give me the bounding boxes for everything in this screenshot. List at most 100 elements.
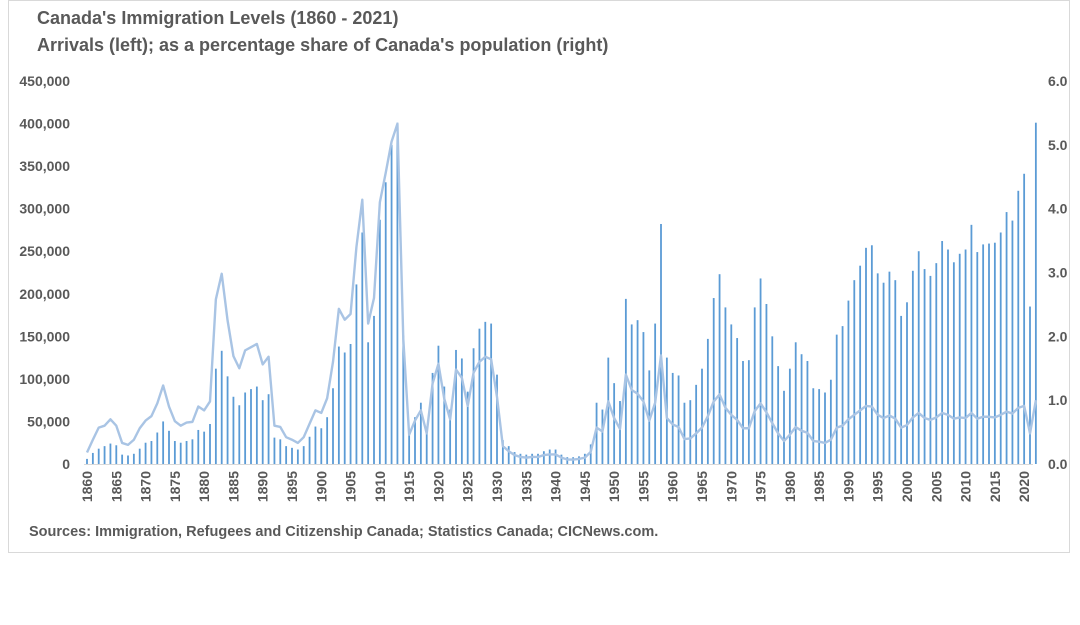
arrival-bar bbox=[121, 454, 124, 464]
x-axis: 1860 1865 1870 1875 1880 1885 1890 1895 1900 1905… bbox=[79, 471, 1032, 502]
arrival-bar bbox=[384, 182, 387, 464]
arrival-bar bbox=[788, 368, 791, 464]
arrival-bar bbox=[250, 389, 252, 464]
x-tick-label: 1925 bbox=[460, 471, 476, 502]
arrival-bar bbox=[829, 379, 832, 464]
arrival-bar bbox=[542, 451, 545, 464]
arrival-bar bbox=[466, 391, 469, 464]
y-left-axis: 0 50,000 100,000 150,000 200,000 250,000 300,0… bbox=[19, 73, 70, 472]
arrival-bar bbox=[812, 388, 815, 464]
arrival-bar bbox=[320, 428, 323, 464]
arrival-bar bbox=[255, 386, 258, 464]
y-right-tick-label: 5.0 bbox=[1048, 137, 1068, 153]
x-tick-label: 1995 bbox=[870, 471, 886, 502]
x-tick-label: 1955 bbox=[635, 471, 651, 502]
y-right-tick-label: 1.0 bbox=[1048, 392, 1068, 408]
arrival-bar bbox=[337, 346, 340, 464]
arrival-bar bbox=[396, 122, 399, 464]
arrival-bar bbox=[214, 368, 217, 464]
arrival-bar bbox=[343, 352, 346, 464]
arrival-bar bbox=[244, 392, 247, 464]
arrival-bar bbox=[86, 458, 88, 464]
arrival-bar bbox=[443, 386, 446, 464]
arrival-bar bbox=[531, 453, 534, 464]
arrival-bar bbox=[460, 358, 463, 464]
arrival-bar bbox=[425, 429, 428, 464]
arrival-bar bbox=[859, 265, 862, 464]
x-tick-label: 1940 bbox=[548, 471, 564, 502]
arrival-bar bbox=[695, 384, 698, 464]
arrival-bar bbox=[683, 402, 686, 464]
x-tick-label: 1975 bbox=[753, 471, 769, 502]
chart-frame: Canada's Immigration Levels (1860 - 2021… bbox=[8, 0, 1070, 553]
arrival-bar bbox=[496, 374, 498, 464]
arrival-bar bbox=[917, 251, 920, 464]
y-right-axis: 0.0 1.0 2.0 3.0 4.0 5.0 6.0 bbox=[1048, 73, 1068, 472]
arrival-bar bbox=[191, 439, 194, 464]
chart-title: Canada's Immigration Levels (1860 - 2021… bbox=[37, 8, 399, 28]
arrival-bar bbox=[472, 348, 475, 464]
arrival-bar bbox=[115, 445, 118, 464]
arrival-bar bbox=[431, 372, 434, 464]
arrival-bar bbox=[355, 284, 358, 464]
chart-source-note: Sources: Immigration, Refugees and Citiz… bbox=[29, 524, 659, 540]
arrival-bar bbox=[911, 270, 914, 464]
arrival-bar bbox=[173, 441, 176, 464]
arrival-bar bbox=[285, 446, 288, 464]
arrival-bar bbox=[660, 223, 662, 464]
arrival-bar bbox=[941, 241, 944, 464]
arrival-bar bbox=[841, 326, 844, 464]
x-tick-label: 1890 bbox=[255, 471, 271, 502]
arrival-bar bbox=[595, 402, 598, 464]
arrival-bar bbox=[291, 447, 293, 464]
arrival-bar bbox=[947, 249, 949, 464]
arrival-bar bbox=[513, 452, 516, 464]
arrival-bar bbox=[794, 342, 797, 464]
x-tick-label: 1985 bbox=[811, 471, 827, 502]
arrival-bar bbox=[1017, 190, 1020, 465]
x-tick-label: 1960 bbox=[665, 471, 681, 502]
x-tick-label: 1935 bbox=[518, 471, 534, 502]
arrival-bar bbox=[414, 417, 416, 464]
arrival-bar bbox=[209, 424, 211, 464]
arrival-bar bbox=[238, 405, 241, 464]
y-right-tick-label: 3.0 bbox=[1048, 265, 1068, 281]
arrival-bar bbox=[97, 448, 100, 464]
y-left-tick-label: 200,000 bbox=[19, 286, 70, 302]
arrivals-bars bbox=[86, 122, 1037, 465]
x-tick-label: 1920 bbox=[430, 471, 446, 502]
arrival-bar bbox=[982, 244, 985, 464]
arrival-bar bbox=[408, 432, 411, 464]
arrival-bar bbox=[759, 278, 762, 464]
x-tick-label: 1905 bbox=[343, 471, 359, 502]
arrival-bar bbox=[742, 361, 744, 464]
x-tick-label: 1870 bbox=[138, 471, 154, 502]
arrival-bar bbox=[1029, 306, 1031, 464]
y-right-tick-label: 4.0 bbox=[1048, 201, 1068, 217]
arrival-bar bbox=[402, 335, 405, 464]
arrival-bar bbox=[747, 360, 750, 464]
arrival-bar bbox=[548, 449, 551, 464]
arrival-bar bbox=[894, 280, 897, 464]
arrival-bar bbox=[361, 232, 364, 464]
arrival-bar bbox=[870, 245, 873, 464]
y-left-tick-label: 350,000 bbox=[19, 158, 70, 174]
arrival-bar bbox=[537, 453, 539, 464]
arrival-bar bbox=[882, 282, 885, 464]
arrival-bar bbox=[226, 376, 229, 464]
arrival-bar bbox=[935, 263, 938, 464]
arrival-bar bbox=[308, 436, 311, 464]
arrival-bar bbox=[302, 446, 305, 464]
arrival-bar bbox=[127, 455, 129, 464]
arrival-bar bbox=[267, 394, 270, 464]
arrival-bar bbox=[273, 437, 276, 464]
arrival-bar bbox=[970, 224, 973, 464]
arrival-bar bbox=[993, 242, 996, 464]
arrival-bar bbox=[179, 442, 182, 464]
arrival-bar bbox=[736, 338, 739, 464]
arrival-bar bbox=[138, 448, 141, 464]
arrival-bar bbox=[162, 421, 165, 464]
x-tick-label: 2015 bbox=[987, 471, 1003, 502]
arrival-bar bbox=[583, 453, 586, 464]
arrival-bar bbox=[109, 443, 112, 464]
